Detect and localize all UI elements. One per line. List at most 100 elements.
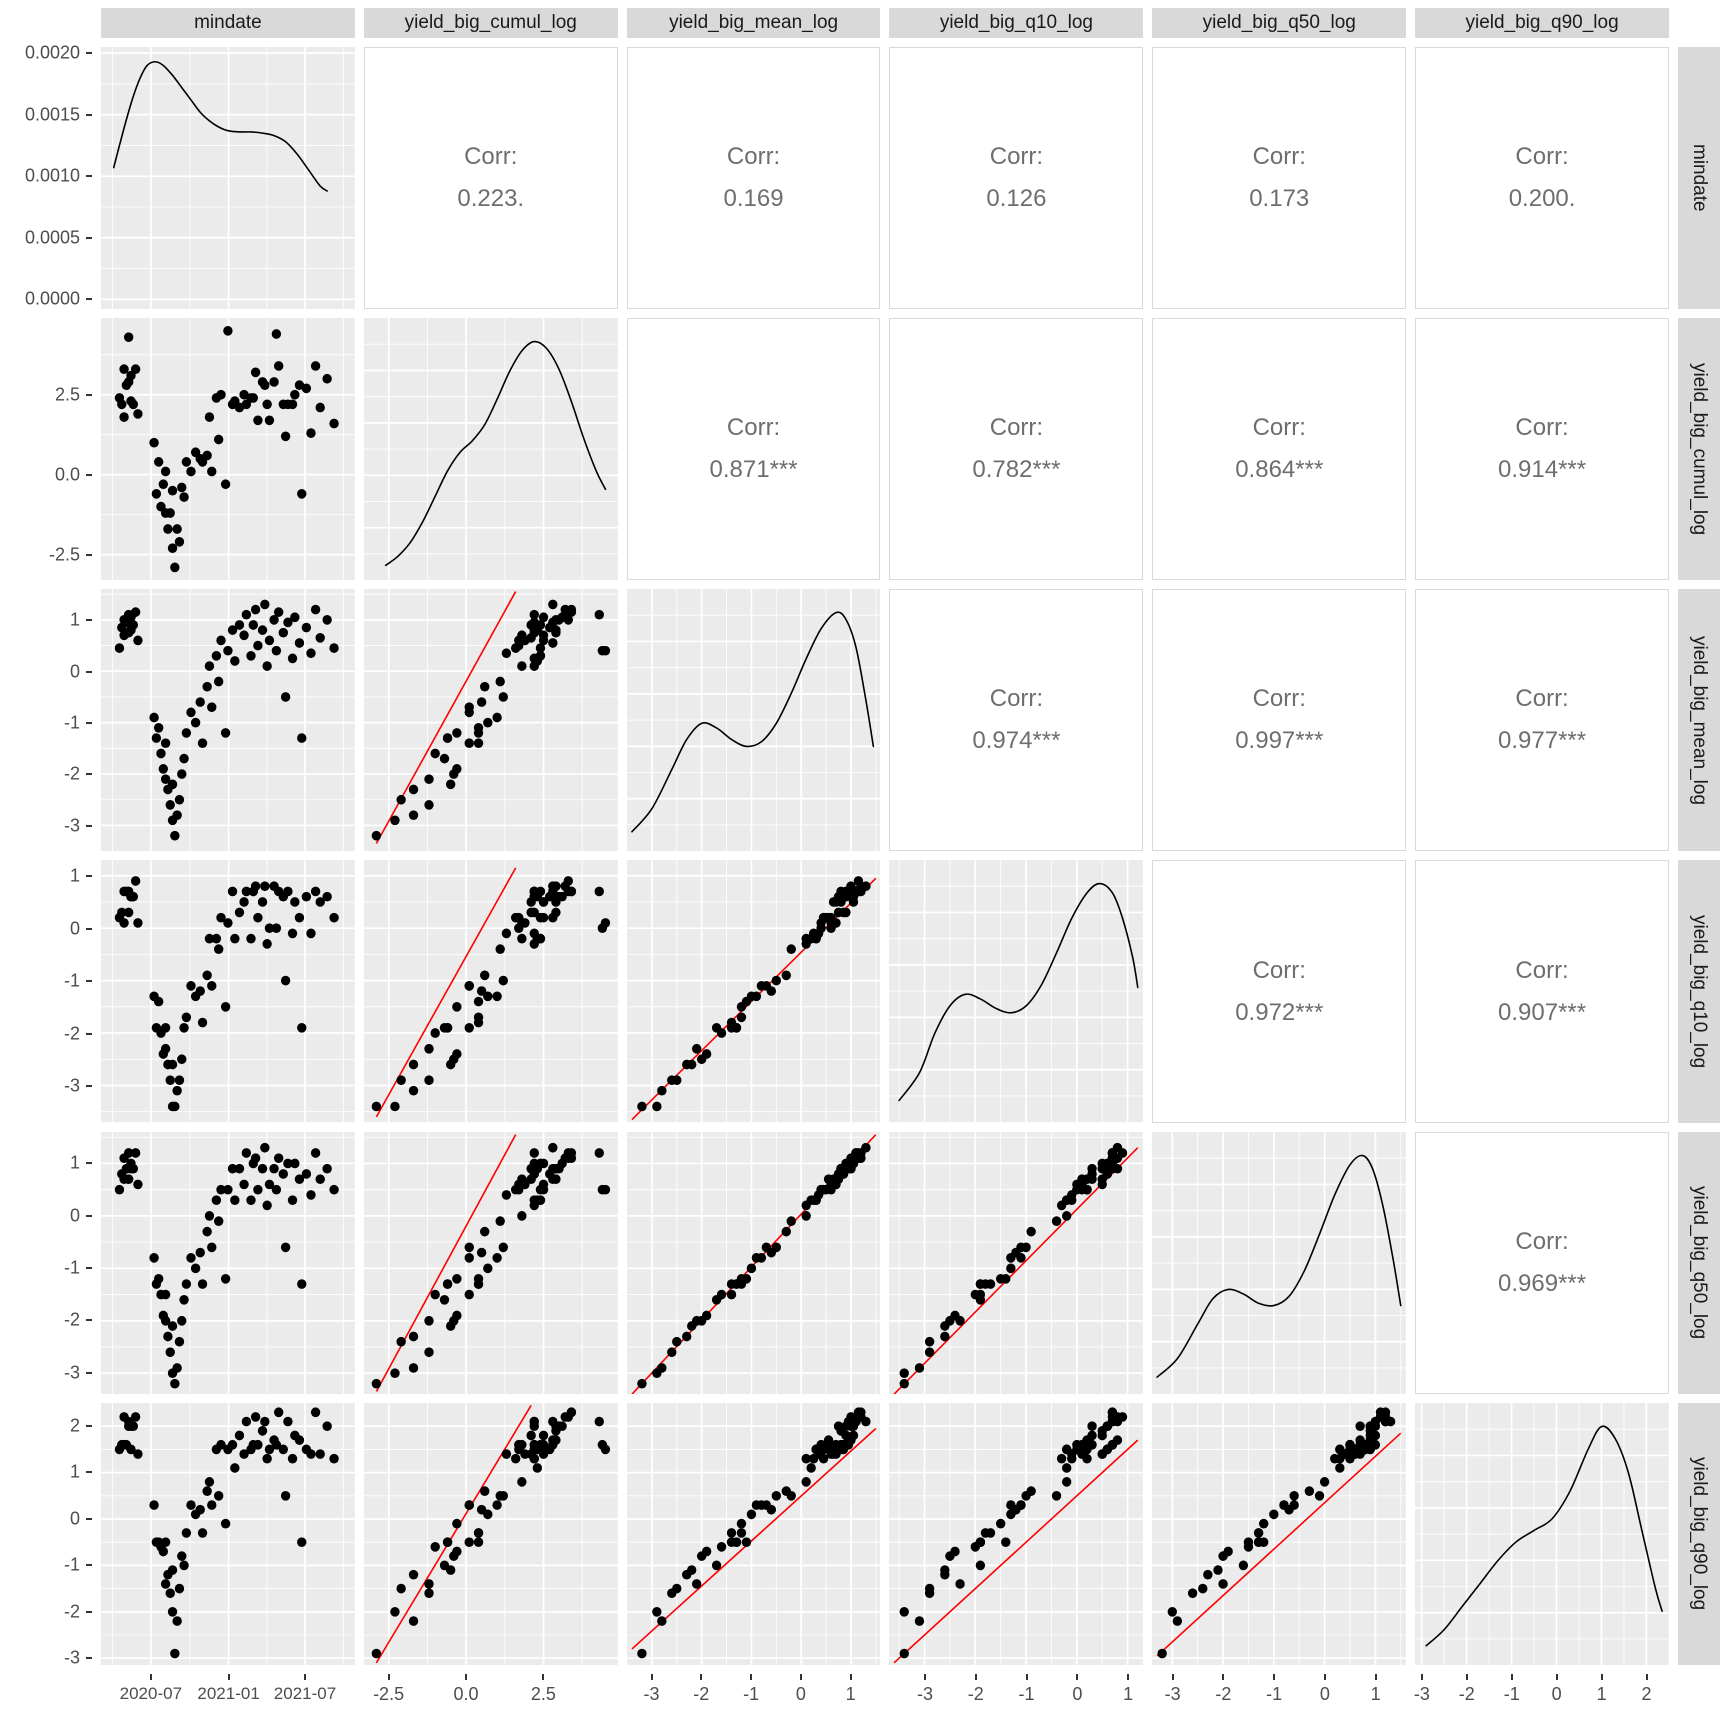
corr-panel-yield_big_cumul_log-yield_big_q90_log: Corr: 0.914*** bbox=[1415, 318, 1669, 581]
data-point bbox=[691, 1578, 702, 1589]
data-point bbox=[170, 562, 180, 573]
y-tick-mark bbox=[86, 1425, 92, 1428]
data-point bbox=[976, 1278, 986, 1289]
data-point bbox=[151, 733, 162, 744]
data-point bbox=[220, 1518, 231, 1529]
data-point bbox=[636, 1102, 647, 1112]
corr-value: 0.907*** bbox=[1498, 998, 1587, 1026]
scatter-panel-yield_big_q50_log-vs-yield_big_q10_log bbox=[889, 1131, 1144, 1394]
data-point bbox=[696, 1315, 707, 1326]
data-point bbox=[501, 648, 511, 659]
data-point bbox=[273, 607, 284, 618]
density-panel-mindate bbox=[101, 47, 355, 310]
y-axis-labels-row-mindate: 0.0000 0.0005 0.0010 0.0015 0.0020 bbox=[8, 43, 92, 309]
data-point bbox=[845, 1421, 856, 1431]
data-point bbox=[806, 1462, 816, 1473]
data-point bbox=[442, 1023, 453, 1034]
data-point bbox=[656, 1086, 667, 1097]
data-point bbox=[310, 361, 321, 371]
y-tick-label: -3 bbox=[63, 815, 80, 836]
data-point bbox=[133, 918, 143, 929]
corr-value: 0.972*** bbox=[1235, 998, 1324, 1026]
data-point bbox=[283, 1416, 293, 1427]
data-point bbox=[186, 707, 196, 718]
data-point bbox=[925, 1347, 935, 1357]
data-point bbox=[167, 1060, 178, 1070]
data-point bbox=[123, 1173, 134, 1184]
data-point bbox=[818, 1184, 828, 1195]
data-point bbox=[636, 1378, 647, 1389]
data-point bbox=[172, 524, 182, 535]
data-point bbox=[204, 934, 215, 944]
data-point bbox=[833, 908, 843, 918]
data-point bbox=[167, 1320, 178, 1331]
data-point bbox=[149, 1252, 159, 1263]
corr-box: Corr: 0.969*** bbox=[1415, 1131, 1669, 1394]
data-point bbox=[241, 1416, 252, 1427]
data-point bbox=[186, 466, 196, 477]
data-point bbox=[213, 944, 224, 955]
data-point bbox=[566, 1407, 576, 1417]
y-tick-mark bbox=[86, 236, 92, 239]
data-point bbox=[130, 1411, 141, 1422]
corr-value: 0.969*** bbox=[1498, 1269, 1587, 1297]
data-point bbox=[464, 738, 474, 749]
y-tick-label: 0.0005 bbox=[24, 227, 80, 248]
data-point bbox=[981, 1527, 991, 1538]
y-tick-mark bbox=[86, 393, 92, 396]
x-tick-label: 1 bbox=[1123, 1683, 1134, 1704]
y-axis-labels-row-yield_big_q50_log: -3 -2 -1 0 1 bbox=[8, 1132, 92, 1394]
data-point bbox=[186, 1500, 196, 1510]
corr-value: 0.871*** bbox=[709, 456, 798, 484]
data-point bbox=[329, 1453, 339, 1464]
data-point bbox=[476, 1504, 487, 1515]
y-tick-label: 0 bbox=[69, 661, 80, 682]
data-point bbox=[529, 887, 539, 897]
right-strip-label: mindate bbox=[1688, 144, 1710, 212]
data-point bbox=[594, 1416, 604, 1427]
data-point bbox=[253, 641, 263, 651]
corr-prefix: Corr: bbox=[1515, 143, 1569, 171]
data-point bbox=[1087, 1421, 1098, 1431]
data-point bbox=[204, 661, 215, 672]
data-point bbox=[448, 769, 459, 780]
data-point bbox=[526, 1449, 536, 1459]
data-point bbox=[239, 897, 249, 908]
data-point bbox=[1320, 1476, 1330, 1487]
data-point bbox=[736, 1002, 746, 1013]
y-tick-label: -2.5 bbox=[48, 544, 80, 565]
y-tick-label: 0.0020 bbox=[24, 42, 80, 63]
data-point bbox=[160, 466, 171, 477]
data-point bbox=[181, 1527, 192, 1538]
data-point bbox=[322, 374, 332, 384]
y-tick-label: 0.0000 bbox=[24, 288, 80, 309]
y-tick-label: 1 bbox=[69, 609, 80, 630]
data-point bbox=[451, 728, 462, 739]
data-point bbox=[838, 1444, 848, 1455]
corr-value: 0.974*** bbox=[972, 727, 1061, 755]
corr-value: 0.977*** bbox=[1498, 727, 1587, 755]
x-tick-mark bbox=[1645, 1673, 1648, 1680]
data-point bbox=[424, 800, 434, 811]
data-point bbox=[230, 1194, 240, 1205]
data-point bbox=[464, 1252, 474, 1263]
corr-panel-mindate-yield_big_q90_log: Corr: 0.200. bbox=[1415, 47, 1669, 310]
regression-line bbox=[895, 1147, 1139, 1393]
data-point bbox=[130, 364, 141, 375]
data-point bbox=[838, 1168, 848, 1179]
corr-prefix: Corr: bbox=[989, 414, 1044, 442]
scatter-panel-yield_big_cumul_log-vs-mindate bbox=[101, 318, 355, 581]
data-point bbox=[538, 1179, 549, 1189]
data-point bbox=[448, 1315, 459, 1326]
data-point bbox=[594, 887, 604, 897]
data-point bbox=[220, 1002, 231, 1013]
density-curve bbox=[632, 612, 873, 832]
data-point bbox=[230, 934, 240, 944]
regression-line bbox=[1157, 1433, 1401, 1656]
data-point bbox=[818, 913, 828, 924]
data-point bbox=[529, 939, 539, 950]
regression-line bbox=[895, 1440, 1139, 1663]
data-point bbox=[123, 908, 134, 918]
data-point bbox=[310, 1147, 321, 1158]
data-point bbox=[177, 1315, 187, 1326]
